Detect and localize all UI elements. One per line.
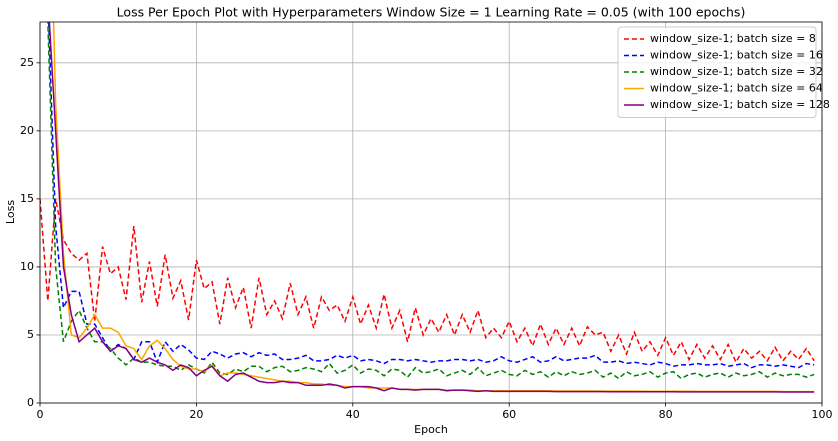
legend: window_size-1; batch size = 8 window_size…: [617, 26, 830, 118]
legend-label: window_size-1; batch size = 8: [650, 32, 816, 45]
series-line: [40, 198, 815, 364]
legend-box: [617, 26, 817, 118]
series-line: [48, 22, 815, 393]
legend-label: window_size-1; batch size = 32: [650, 65, 823, 78]
x-tick-label: 20: [189, 408, 203, 421]
series-line: [47, 22, 815, 380]
x-tick-label: 40: [346, 408, 360, 421]
legend-label: window_size-1; batch size = 64: [650, 82, 823, 95]
x-tick-label: 0: [37, 408, 44, 421]
y-axis-label: Loss: [4, 200, 17, 224]
lines: [40, 22, 815, 393]
legend-label: window_size-1; batch size = 16: [650, 49, 823, 62]
chart-title: Loss Per Epoch Plot with Hyperparameters…: [117, 5, 746, 20]
x-tick-label: 80: [659, 408, 673, 421]
x-tick-label: 100: [812, 408, 833, 421]
y-tick-label: 15: [20, 192, 34, 205]
y-tick-label: 0: [27, 396, 34, 409]
plot-frame: [39, 21, 823, 404]
x-axis-label: Epoch: [414, 423, 448, 436]
x-tick-label: 60: [502, 408, 516, 421]
legend-label: window_size-1; batch size = 128: [650, 98, 830, 111]
series-line: [47, 22, 815, 369]
y-tick-label: 5: [27, 328, 34, 341]
y-tick-label: 10: [20, 260, 34, 273]
y-tick-label: 25: [20, 56, 34, 69]
y-tick-label: 20: [20, 124, 34, 137]
